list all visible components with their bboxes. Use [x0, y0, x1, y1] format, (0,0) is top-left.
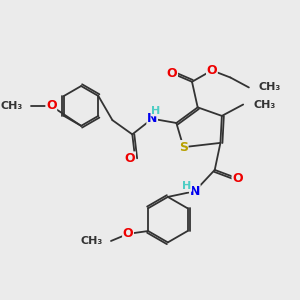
Text: CH₃: CH₃: [1, 101, 23, 111]
Text: S: S: [179, 141, 188, 154]
Text: CH₃: CH₃: [80, 236, 102, 246]
Text: CH₃: CH₃: [259, 82, 281, 92]
Text: O: O: [167, 67, 177, 80]
Text: CH₃: CH₃: [253, 100, 275, 110]
Text: N: N: [147, 112, 158, 125]
Text: O: O: [123, 227, 133, 240]
Text: N: N: [190, 185, 200, 198]
Text: O: O: [232, 172, 243, 185]
Text: H: H: [151, 106, 160, 116]
Text: O: O: [125, 152, 135, 165]
Text: H: H: [182, 181, 191, 191]
Text: O: O: [46, 99, 57, 112]
Text: O: O: [207, 64, 217, 77]
